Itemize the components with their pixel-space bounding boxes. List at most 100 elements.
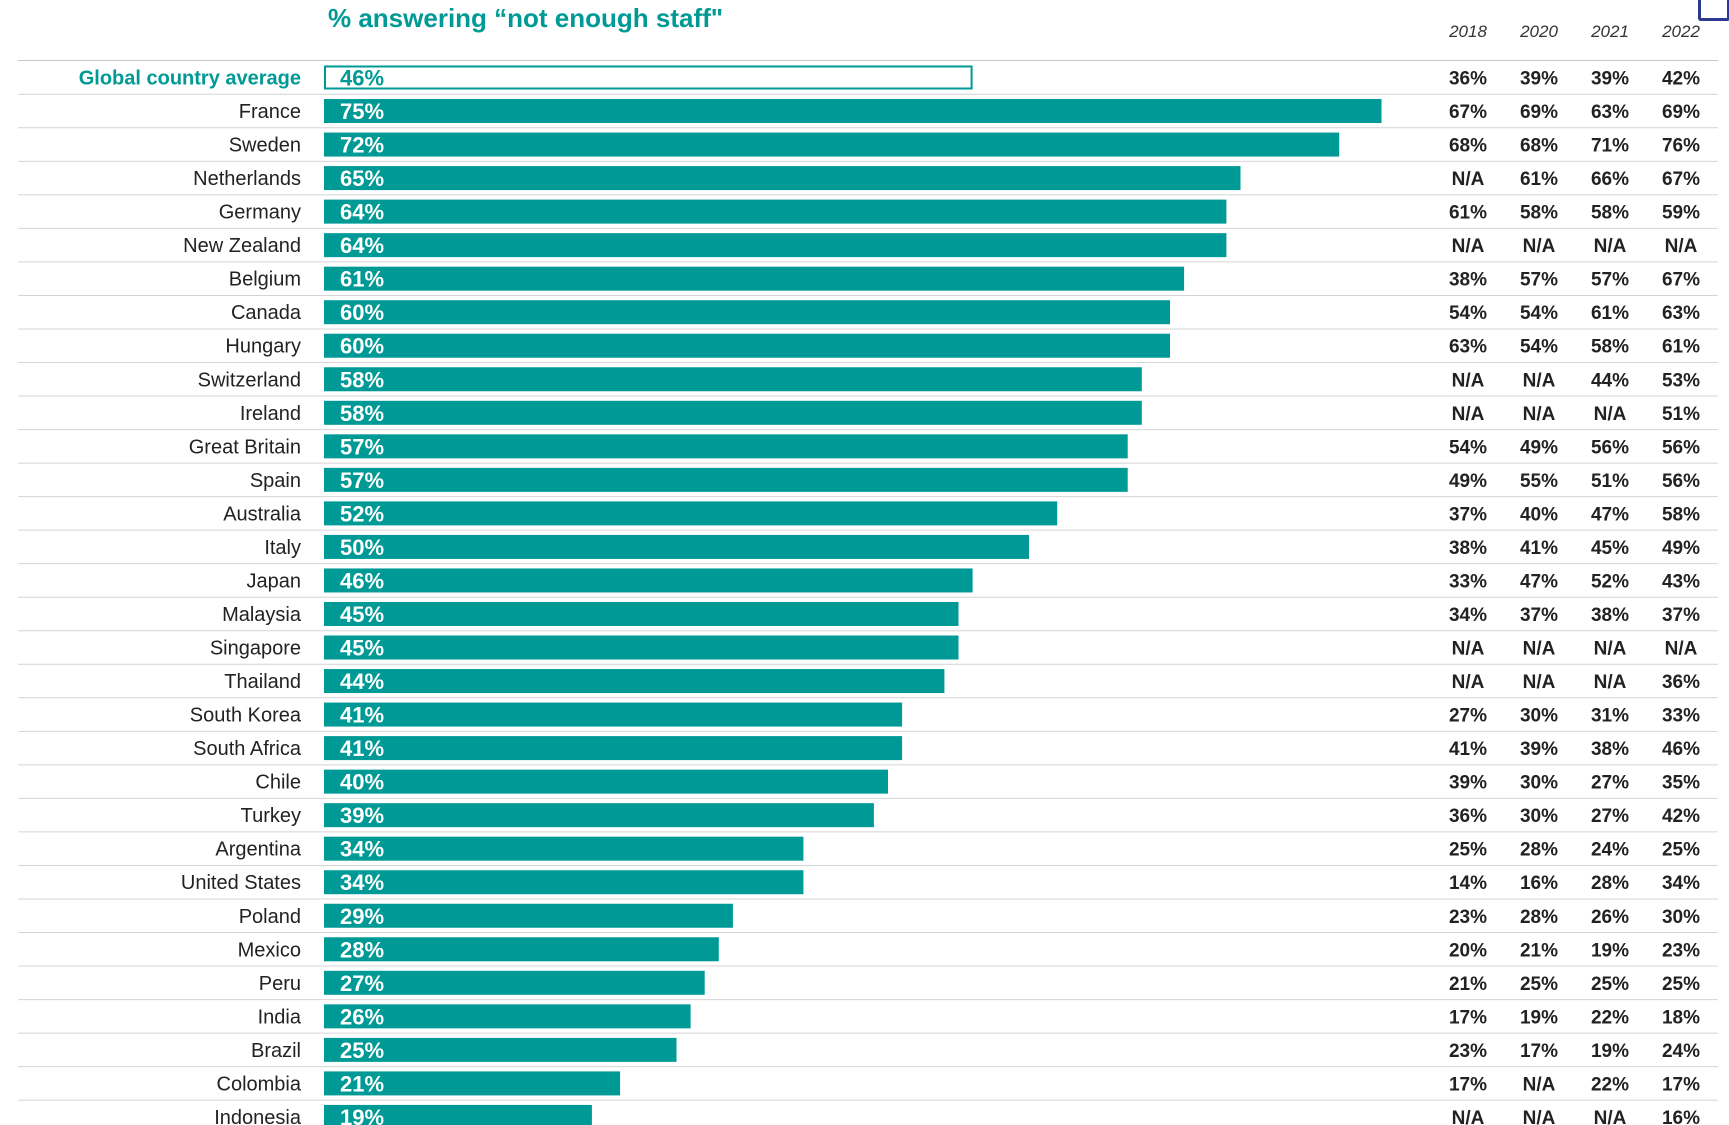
history-2022-canada: 63%: [1662, 303, 1700, 324]
bar-indonesia: [324, 1104, 592, 1125]
history-2020-thailand: N/A: [1523, 672, 1556, 693]
bar-india: [324, 1004, 691, 1029]
history-2020-south-korea: 30%: [1520, 706, 1558, 727]
history-2020-india: 19%: [1520, 1007, 1558, 1028]
history-2022-south-korea: 33%: [1662, 706, 1700, 727]
history-2021-netherlands: 66%: [1591, 169, 1629, 190]
category-label-new-zealand: New Zealand: [183, 235, 301, 257]
history-2021-singapore: N/A: [1594, 639, 1627, 660]
category-label-ireland: Ireland: [240, 403, 301, 425]
bar-mexico: [324, 937, 719, 962]
category-label-poland: Poland: [239, 906, 301, 928]
history-2020-great-britain: 49%: [1520, 437, 1558, 458]
history-2021-france: 63%: [1591, 102, 1629, 123]
history-2022-thailand: 36%: [1662, 672, 1700, 693]
history-2018-hungary: 63%: [1449, 337, 1487, 358]
bar-hungary: [324, 333, 1170, 358]
history-2018-japan: 33%: [1449, 571, 1487, 592]
history-2021-belgium: 57%: [1591, 270, 1629, 291]
data-label-spain: 57%: [340, 468, 384, 493]
history-2021-united-states: 28%: [1591, 873, 1629, 894]
category-label-colombia: Colombia: [217, 1073, 302, 1095]
history-2020-brazil: 17%: [1520, 1041, 1558, 1062]
history-2018-singapore: N/A: [1452, 639, 1485, 660]
bar-france: [324, 99, 1382, 124]
history-2020-sweden: 68%: [1520, 136, 1558, 157]
history-2020-colombia: N/A: [1523, 1074, 1556, 1095]
category-label-south-africa: South Africa: [193, 738, 302, 760]
history-2020-singapore: N/A: [1523, 639, 1556, 660]
history-2020-turkey: 30%: [1520, 806, 1558, 827]
history-2022-south-africa: 46%: [1662, 739, 1700, 760]
history-2021-chile: 27%: [1591, 773, 1629, 794]
history-2022-japan: 43%: [1662, 571, 1700, 592]
history-2018-netherlands: N/A: [1452, 169, 1485, 190]
bar-thailand: [324, 669, 945, 694]
year-headers: 2018 2020 2021 2022: [0, 22, 1729, 46]
bar-germany: [324, 199, 1227, 224]
chart-title: % answering “not enough staff": [328, 3, 724, 33]
history-2018-united-states: 14%: [1449, 873, 1487, 894]
bar-japan: [324, 568, 973, 593]
category-label-united-states: United States: [181, 872, 301, 894]
bar-united-states: [324, 870, 804, 895]
bar-italy: [324, 534, 1029, 559]
history-2021-mexico: 19%: [1591, 940, 1629, 961]
history-2022-hungary: 61%: [1662, 337, 1700, 358]
history-2018-south-africa: 41%: [1449, 739, 1487, 760]
data-label-global-country-average: 46%: [340, 66, 384, 91]
history-2022-belgium: 67%: [1662, 270, 1700, 291]
data-label-switzerland: 58%: [340, 367, 384, 392]
history-2020-argentina: 28%: [1520, 840, 1558, 861]
history-2020-canada: 54%: [1520, 303, 1558, 324]
history-2021-spain: 51%: [1591, 471, 1629, 492]
history-2022-turkey: 42%: [1662, 806, 1700, 827]
category-label-netherlands: Netherlands: [193, 168, 301, 190]
bar-new-zealand: [324, 233, 1227, 258]
category-label-germany: Germany: [219, 202, 301, 224]
data-label-italy: 50%: [340, 535, 384, 560]
history-2020-united-states: 16%: [1520, 873, 1558, 894]
bar-south-africa: [324, 736, 903, 761]
history-2021-india: 22%: [1591, 1007, 1629, 1028]
history-2018-thailand: N/A: [1452, 672, 1485, 693]
history-2022-malaysia: 37%: [1662, 605, 1700, 626]
category-label-sweden: Sweden: [229, 135, 301, 157]
category-label-indonesia: Indonesia: [214, 1107, 302, 1125]
bar-belgium: [324, 266, 1185, 291]
history-2021-malaysia: 38%: [1591, 605, 1629, 626]
history-2020-global-country-average: 39%: [1520, 69, 1558, 90]
history-2022-brazil: 24%: [1662, 1041, 1700, 1062]
category-label-global-country-average: Global country average: [79, 68, 301, 90]
history-2021-peru: 25%: [1591, 974, 1629, 995]
data-label-brazil: 25%: [340, 1038, 384, 1063]
history-2021-germany: 58%: [1591, 203, 1629, 224]
data-label-chile: 40%: [340, 770, 384, 795]
data-label-great-britain: 57%: [340, 434, 384, 459]
history-2021-sweden: 71%: [1591, 136, 1629, 157]
history-2022-india: 18%: [1662, 1007, 1700, 1028]
history-2021-brazil: 19%: [1591, 1041, 1629, 1062]
history-2022-global-country-average: 42%: [1662, 69, 1700, 90]
history-2022-peru: 25%: [1662, 974, 1700, 995]
history-2022-great-britain: 56%: [1662, 437, 1700, 458]
history-2020-germany: 58%: [1520, 203, 1558, 224]
history-2021-south-korea: 31%: [1591, 706, 1629, 727]
history-2018-poland: 23%: [1449, 907, 1487, 928]
history-2018-switzerland: N/A: [1452, 370, 1485, 391]
history-2020-spain: 55%: [1520, 471, 1558, 492]
category-label-mexico: Mexico: [238, 939, 301, 961]
category-label-great-britain: Great Britain: [189, 436, 301, 458]
history-2021-great-britain: 56%: [1591, 437, 1629, 458]
history-2020-indonesia: N/A: [1523, 1108, 1556, 1125]
history-2022-ireland: 51%: [1662, 404, 1700, 425]
data-label-malaysia: 45%: [340, 602, 384, 627]
history-2021-switzerland: 44%: [1591, 370, 1629, 391]
year-header-2021: 2021: [1591, 22, 1629, 41]
data-label-hungary: 60%: [340, 334, 384, 359]
history-2022-indonesia: 16%: [1662, 1108, 1700, 1125]
history-2020-malaysia: 37%: [1520, 605, 1558, 626]
category-label-thailand: Thailand: [224, 671, 301, 693]
history-2020-japan: 47%: [1520, 571, 1558, 592]
history-2020-switzerland: N/A: [1523, 370, 1556, 391]
